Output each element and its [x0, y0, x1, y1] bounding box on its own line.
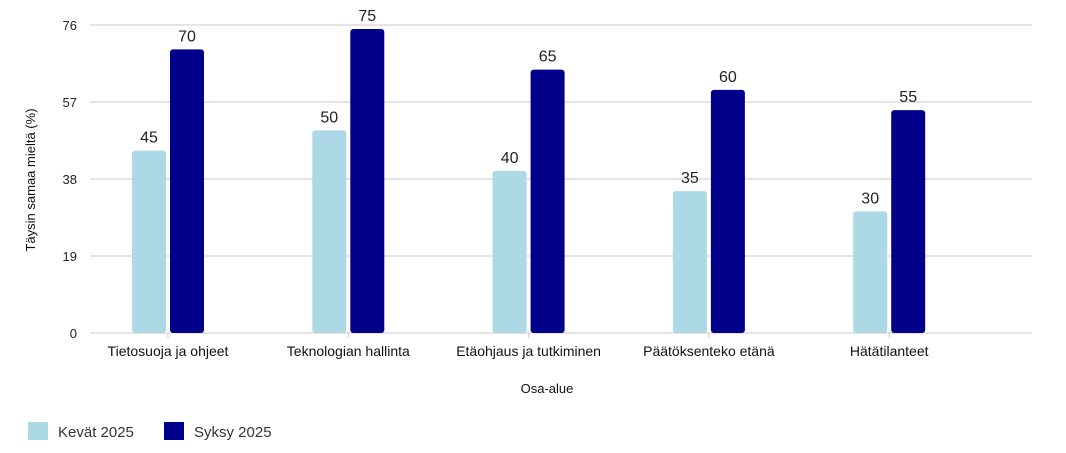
bar	[492, 170, 527, 333]
bar	[350, 29, 385, 333]
legend-label: Kevät 2025	[58, 424, 134, 441]
data-label: 30	[861, 190, 879, 207]
y-tick-label: 76	[63, 18, 77, 33]
y-tick-label: 19	[63, 249, 77, 264]
legend: Kevät 2025 Syksy 2025	[28, 422, 272, 441]
x-tick-label: Päätöksenteko etänä	[643, 343, 775, 359]
data-label: 50	[320, 109, 338, 126]
y-tick-labels: 0 19 38 57 76	[63, 18, 77, 341]
data-label: 45	[140, 130, 158, 147]
data-label: 60	[719, 69, 737, 86]
bar	[672, 191, 707, 333]
legend-label: Syksy 2025	[194, 424, 272, 441]
y-tick-label: 38	[63, 172, 77, 187]
data-label: 70	[178, 28, 196, 45]
bar	[132, 150, 166, 333]
y-axis-title: Täysin samaa mieltä (%)	[23, 108, 38, 251]
x-tick-labels: Tietosuoja ja ohjeet Teknologian hallinta…	[108, 333, 929, 359]
bars: 45 70 50 75 40 65 35 60 30 55	[132, 8, 926, 334]
data-label: 75	[358, 8, 376, 25]
x-axis-title: Osa-alue	[521, 381, 574, 396]
y-tick-label: 0	[70, 326, 77, 341]
legend-swatch	[164, 422, 184, 440]
bar	[853, 211, 888, 333]
bar	[170, 49, 204, 333]
data-label: 35	[681, 170, 699, 187]
x-tick-label: Teknologian hallinta	[287, 343, 410, 359]
data-label: 65	[539, 49, 557, 66]
x-tick-label: Tietosuoja ja ohjeet	[108, 343, 229, 359]
x-tick-label: Etäohjaus ja tutkiminen	[456, 343, 601, 359]
bar	[530, 69, 565, 333]
data-label: 40	[501, 150, 519, 167]
legend-swatch	[28, 422, 48, 440]
y-tick-label: 57	[63, 95, 77, 110]
bar	[891, 110, 926, 334]
bar	[710, 89, 745, 333]
data-label: 55	[899, 89, 917, 106]
bar	[312, 130, 347, 333]
x-tick-label: Hätätilanteet	[850, 343, 929, 359]
